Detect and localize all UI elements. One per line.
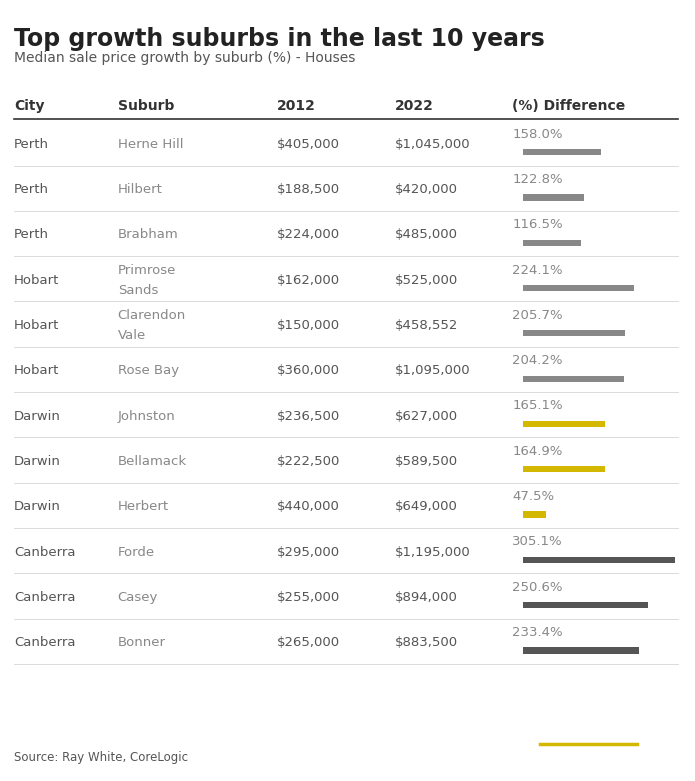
Text: $265,000: $265,000 — [277, 637, 340, 649]
Text: $224,000: $224,000 — [277, 229, 340, 241]
Bar — [523, 647, 639, 654]
Text: Herne Hill: Herne Hill — [117, 138, 183, 151]
Text: $295,000: $295,000 — [277, 546, 340, 558]
Text: $420,000: $420,000 — [395, 184, 457, 196]
Text: Source: Ray White, CoreLogic: Source: Ray White, CoreLogic — [14, 751, 188, 764]
Text: City: City — [14, 99, 44, 113]
Text: $150,000: $150,000 — [277, 319, 340, 332]
Bar — [523, 512, 546, 518]
Text: 2012: 2012 — [277, 99, 316, 113]
Text: 205.7%: 205.7% — [512, 309, 563, 322]
Bar — [523, 330, 626, 337]
Text: Clarendon: Clarendon — [117, 309, 186, 322]
Bar — [523, 149, 601, 155]
Text: Herbert: Herbert — [117, 501, 169, 513]
Text: 224.1%: 224.1% — [512, 264, 563, 276]
Text: $894,000: $894,000 — [395, 591, 457, 604]
Text: Darwin: Darwin — [14, 410, 60, 423]
Text: 2022: 2022 — [395, 99, 434, 113]
Text: Brabham: Brabham — [117, 229, 179, 241]
Text: $458,552: $458,552 — [395, 319, 458, 332]
Text: $1,045,000: $1,045,000 — [395, 138, 470, 151]
Bar — [523, 194, 584, 201]
Text: $360,000: $360,000 — [277, 365, 340, 377]
Text: 122.8%: 122.8% — [512, 173, 563, 186]
Bar — [523, 557, 675, 563]
Bar — [523, 466, 605, 473]
Text: Canberra: Canberra — [14, 591, 75, 604]
Text: 233.4%: 233.4% — [512, 626, 563, 639]
Bar — [523, 240, 581, 246]
Text: Hobart: Hobart — [14, 365, 59, 377]
Text: $188,500: $188,500 — [277, 184, 340, 196]
Bar — [523, 376, 624, 382]
Text: (%) Difference: (%) Difference — [512, 99, 626, 113]
Text: 250.6%: 250.6% — [512, 581, 563, 594]
Text: Bellamack: Bellamack — [117, 455, 187, 468]
Text: Perth: Perth — [14, 184, 49, 196]
Text: $525,000: $525,000 — [395, 274, 458, 287]
Text: $236,500: $236,500 — [277, 410, 340, 423]
Text: 47.5%: 47.5% — [512, 490, 555, 503]
Text: Darwin: Darwin — [14, 501, 60, 513]
Text: 116.5%: 116.5% — [512, 219, 563, 231]
Text: $649,000: $649,000 — [395, 501, 457, 513]
Text: Vale: Vale — [117, 330, 146, 342]
Text: 305.1%: 305.1% — [512, 536, 563, 548]
Text: 158.0%: 158.0% — [512, 128, 563, 141]
Text: 164.9%: 164.9% — [512, 445, 562, 458]
Text: $440,000: $440,000 — [277, 501, 340, 513]
Text: $627,000: $627,000 — [395, 410, 457, 423]
Text: Primrose: Primrose — [117, 264, 176, 276]
Text: $1,195,000: $1,195,000 — [395, 546, 471, 558]
Text: Darwin: Darwin — [14, 455, 60, 468]
Text: 165.1%: 165.1% — [512, 400, 563, 412]
Text: Hobart: Hobart — [14, 319, 59, 332]
Text: Sands: Sands — [117, 284, 158, 297]
Bar — [523, 421, 605, 427]
Text: Forde: Forde — [117, 546, 155, 558]
Bar — [523, 285, 635, 291]
Text: $162,000: $162,000 — [277, 274, 340, 287]
Text: $883,500: $883,500 — [395, 637, 457, 649]
Text: Median sale price growth by suburb (%) - Houses: Median sale price growth by suburb (%) -… — [14, 51, 355, 65]
Text: 204.2%: 204.2% — [512, 355, 563, 367]
Bar — [523, 602, 648, 608]
Text: Hobart: Hobart — [14, 274, 59, 287]
Text: Suburb: Suburb — [117, 99, 174, 113]
Text: $222,500: $222,500 — [277, 455, 341, 468]
Text: Bonner: Bonner — [117, 637, 165, 649]
Text: Canberra: Canberra — [14, 637, 75, 649]
Text: Hilbert: Hilbert — [117, 184, 163, 196]
Text: $485,000: $485,000 — [395, 229, 457, 241]
Text: Casey: Casey — [117, 591, 158, 604]
Text: $405,000: $405,000 — [277, 138, 340, 151]
Text: Rose Bay: Rose Bay — [117, 365, 179, 377]
Text: Canberra: Canberra — [14, 546, 75, 558]
Text: Johnston: Johnston — [117, 410, 175, 423]
Text: $255,000: $255,000 — [277, 591, 340, 604]
Text: $589,500: $589,500 — [395, 455, 457, 468]
Text: Top growth suburbs in the last 10 years: Top growth suburbs in the last 10 years — [14, 27, 545, 52]
Text: $1,095,000: $1,095,000 — [395, 365, 470, 377]
Text: Perth: Perth — [14, 229, 49, 241]
Text: Perth: Perth — [14, 138, 49, 151]
